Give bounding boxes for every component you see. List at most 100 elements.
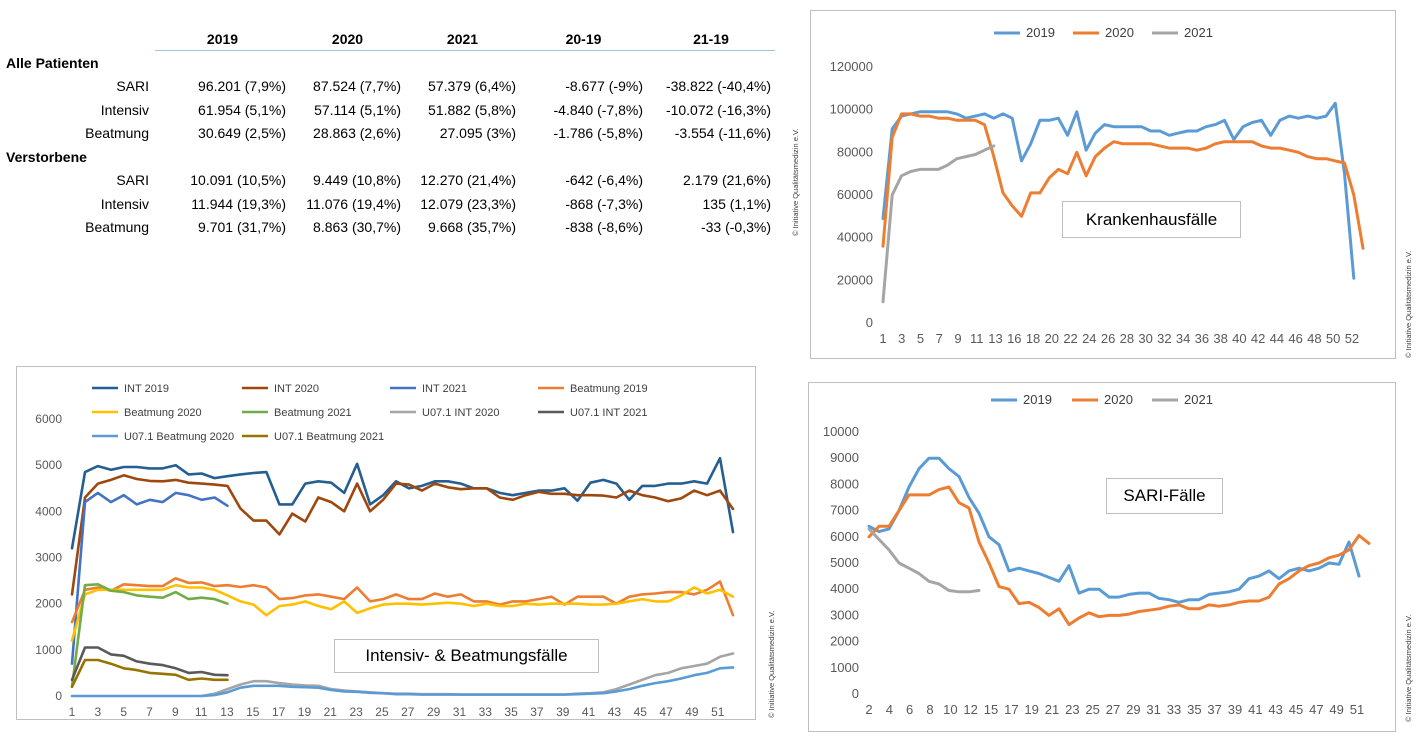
row-label: Beatmung [85,125,149,142]
x-tick-label: 8 [926,702,933,717]
x-tick-label: 13 [988,331,1002,346]
legend-label-2020: 2020 [1105,25,1134,40]
y-tick-label: 60000 [837,187,873,202]
table-cell: 12.079 (23,3%) [420,195,516,212]
x-tick-label: 32 [1157,331,1171,346]
x-tick-label: 35 [504,705,518,719]
table-cell: 10.091 (10,5%) [190,172,286,189]
table-cell: 57.379 (6,4%) [428,78,516,95]
x-tick-label: 45 [634,705,648,719]
table-cell: 12.270 (21,4%) [420,172,516,189]
x-tick-label: 36 [1195,331,1209,346]
x-tick-label: 19 [298,705,312,719]
legend-label-beatmung-2021: Beatmung 2021 [274,407,352,419]
table-cell: 11.076 (19,4%) [306,195,401,212]
legend-label-int-2021: INT 2021 [422,383,467,395]
table-cell: -8.677 (-9%) [565,78,643,95]
x-tick-label: 3 [94,705,101,719]
y-tick-label: 6000 [830,529,859,544]
legend-label-beatmung-2019: Beatmung 2019 [570,383,648,395]
table-cell: 51.882 (5,8%) [428,101,516,118]
x-tick-label: 12 [963,702,977,717]
series-line-beatmung-2021 [70,583,229,689]
legend-label-u07-1-int-2021: U07.1 INT 2021 [570,407,647,419]
table-cell: 57.114 (5,1%) [314,101,401,118]
legend-label-2020: 2020 [1104,392,1133,407]
x-tick-label: 49 [1329,702,1343,717]
x-tick-label: 23 [1065,702,1079,717]
x-tick-label: 43 [608,705,622,719]
x-tick-label: 40 [1232,331,1246,346]
x-tick-label: 10 [943,702,957,717]
x-tick-label: 1 [879,331,886,346]
y-tick-label: 0 [852,686,859,701]
row-label: SARI [116,78,149,95]
series-line-2021 [881,144,996,304]
table-cell: -868 (-7,3%) [565,195,643,212]
legend-label-u07-1-beatmung-2021: U07.1 Beatmung 2021 [274,431,384,443]
x-tick-label: 21 [1045,702,1059,717]
chart-panel-krankenhausfaelle: 0 20000 40000 60000 80000 100000 120000 1 3 5 7 9 11… [810,10,1396,359]
y-tick-label: 120000 [830,59,873,74]
table-cell: -38.822 (-40,4%) [665,78,771,95]
table-row: Beatmung 30.649 (2,5%) 28.863 (2,6%) 27.… [0,122,775,146]
series-line-int-2020 [70,474,735,596]
x-tick-label: 26 [1101,331,1115,346]
x-tick-label: 9 [954,331,961,346]
y-tick-label: 6000 [35,412,62,426]
series-line-beatmung-2019 [70,577,735,624]
y-tick-label: 1000 [35,643,62,657]
x-tick-label: 6 [906,702,913,717]
group-label-alle-patienten: Alle Patienten [6,54,99,71]
legend-label-u07-1-beatmung-2020: U07.1 Beatmung 2020 [124,431,234,443]
x-tick-label: 47 [659,705,673,719]
row-label: SARI [116,172,149,189]
chart-panel-intensiv-beatmung: 0 1000 2000 3000 4000 5000 6000 1 3 5 7 9 11 13 15 17 19… [16,366,756,720]
table-group-row: Verstorbene [0,145,775,169]
x-tick-label: 45 [1289,702,1303,717]
x-tick-label: 3 [898,331,905,346]
x-tick-label: 11 [195,705,208,719]
x-tick-label: 52 [1345,331,1359,346]
x-tick-label: 20 [1045,331,1059,346]
x-tick-label: 30 [1138,331,1152,346]
x-tick-label: 44 [1270,331,1284,346]
table-cell: 87.524 (7,7%) [313,78,401,95]
header-2020: 2020 [290,28,405,51]
table-row: SARI 10.091 (10,5%) 9.449 (10,8%) 12.270… [0,169,775,193]
x-tick-label: 17 [1004,702,1018,717]
y-tick-label: 0 [55,689,62,703]
x-tick-label: 13 [220,705,234,719]
chart-panel-sari: 0 1000 2000 3000 4000 5000 6000 7000 8000 9000 100… [808,382,1396,732]
y-tick-label: 8000 [830,476,859,491]
legend-label-int-2020: INT 2020 [274,383,319,395]
y-tick-label: 3000 [830,607,859,622]
x-tick-label: 31 [453,705,467,719]
table-body: Alle Patienten SARI 96.201 (7,9%) 87.524… [0,51,775,240]
legend-label-int-2019: INT 2019 [124,383,169,395]
series-line-int-2021 [70,491,229,665]
series-line-beatmung-2020 [70,583,735,642]
x-tick-label: 39 [556,705,570,719]
legend-label-beatmung-2020: Beatmung 2020 [124,407,202,419]
x-tick-label: 29 [427,705,441,719]
table-header: 2019 2020 2021 20-19 21-19 [0,28,775,51]
x-tick-label: 49 [685,705,699,719]
x-tick-label: 7 [146,705,153,719]
x-tick-label: 17 [272,705,286,719]
table-row: SARI 96.201 (7,9%) 87.524 (7,7%) 57.379 … [0,75,775,99]
x-tick-label: 4 [886,702,893,717]
legend-label-2019: 2019 [1026,25,1055,40]
x-tick-label: 33 [479,705,493,719]
table-cell: 9.701 (31,7%) [198,219,286,236]
x-tick-label: 24 [1082,331,1096,346]
chart-sari: 0 1000 2000 3000 4000 5000 6000 7000 8000 9000 100… [823,392,1371,717]
table-row: Intensiv 61.954 (5,1%) 57.114 (5,1%) 51.… [0,98,775,122]
series-line-2019 [867,456,1361,604]
table-row: Beatmung 9.701 (31,7%) 8.863 (30,7%) 9.6… [0,216,775,240]
series-line-2020 [881,112,1365,250]
group-label-verstorbene: Verstorbene [6,148,87,165]
x-tick-label: 22 [1063,331,1077,346]
